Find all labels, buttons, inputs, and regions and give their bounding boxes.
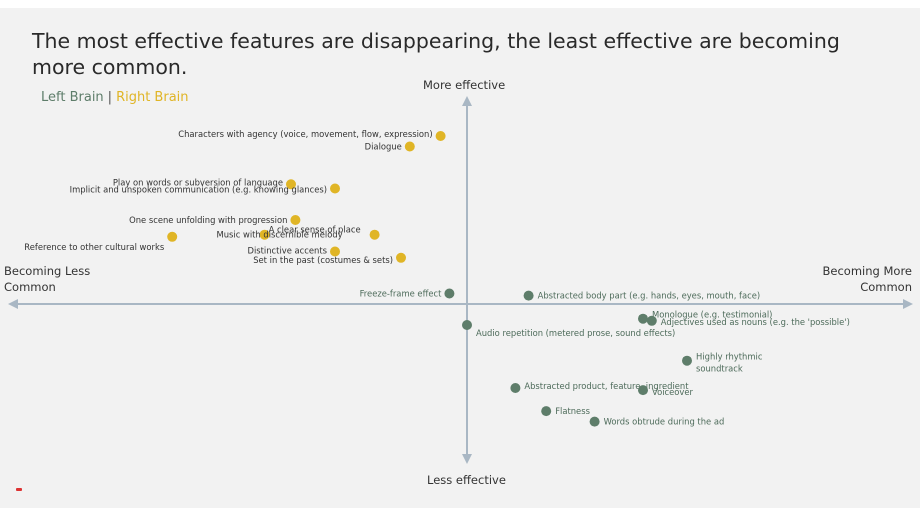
x-axis-left-arrow (8, 299, 18, 309)
data-point-label: Freeze-frame effect (360, 289, 443, 299)
data-point-label: Adjectives used as nouns (e.g. the 'poss… (661, 317, 850, 327)
data-point-label: Abstracted body part (e.g. hands, eyes, … (538, 291, 761, 301)
data-point (290, 215, 301, 225)
legend-right-brain: Right Brain (116, 90, 189, 105)
data-point-label: One scene unfolding with progression (129, 215, 287, 225)
data-point (404, 141, 415, 152)
data-point (682, 355, 692, 366)
x-axis-left-label: Becoming Less Common (4, 264, 91, 294)
data-point-label: Characters with agency (voice, movement,… (178, 129, 432, 139)
y-axis-top-arrow (462, 96, 472, 106)
data-point-label: Set in the past (costumes & sets) (253, 255, 393, 265)
data-point-label: Words obtrude during the ad (604, 417, 725, 427)
data-point (510, 383, 521, 393)
data-point-label: Abstracted product, feature, ingredient (524, 381, 689, 391)
corner-mark (16, 488, 22, 491)
data-point (286, 179, 296, 190)
data-point (167, 231, 178, 242)
data-point (523, 290, 534, 301)
data-point (646, 315, 657, 326)
legend-left-brain: Left Brain (41, 90, 104, 105)
data-point-label: Flatness (555, 406, 590, 416)
data-point (462, 320, 472, 330)
data-point-label: Monologue (e.g. testimonial) (652, 310, 772, 320)
data-point (330, 246, 340, 257)
data-point (369, 229, 380, 240)
y-axis-bottom-arrow (462, 454, 472, 464)
y-axis-bottom-label: Less effective (427, 473, 506, 487)
data-point-label: Highly rhythmic soundtrack (696, 352, 763, 374)
legend: Left Brain | Right Brain (41, 90, 189, 105)
chart-title: The most effective features are disappea… (32, 29, 840, 79)
data-point (638, 385, 648, 396)
data-points: Characters with agency (voice, movement,… (24, 129, 850, 427)
data-point-label: Dialogue (365, 142, 402, 152)
legend-separator: | (107, 90, 113, 105)
data-point-label-line: Highly rhythmic (696, 352, 763, 362)
scatter-chart: Characters with agency (voice, movement,… (8, 96, 913, 464)
data-point-label: Reference to other cultural works (24, 242, 164, 252)
data-point-label: Implicit and unspoken communication (e.g… (70, 185, 327, 195)
data-point (259, 229, 270, 240)
data-point-label: Music with discernible melody (216, 230, 342, 240)
data-point (638, 313, 648, 324)
data-point-label: Play on words or subversion of language (113, 177, 283, 187)
data-point (589, 416, 600, 427)
data-point-label: A clear sense of place (269, 225, 361, 235)
data-point (396, 252, 406, 263)
data-point-label: Distinctive accents (248, 246, 328, 256)
data-point (330, 183, 340, 194)
y-axis-top-label: More effective (423, 78, 506, 92)
x-axis-right-arrow (903, 299, 913, 309)
x-axis-right-label: Becoming More Common (822, 264, 912, 294)
data-point-label: Voiceover (652, 387, 694, 397)
data-point (444, 288, 455, 299)
data-point (435, 131, 446, 141)
axes (8, 96, 913, 464)
data-point-label: Audio repetition (metered prose, sound e… (476, 328, 675, 338)
slide: The most effective features are disappea… (0, 8, 920, 508)
data-point-label-line: soundtrack (696, 364, 743, 374)
data-point (541, 406, 552, 417)
